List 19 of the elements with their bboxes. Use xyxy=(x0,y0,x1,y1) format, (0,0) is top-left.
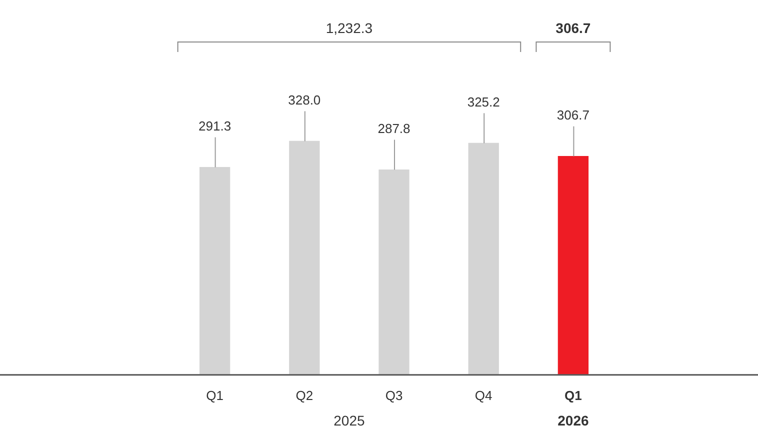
bar xyxy=(468,142,499,374)
data-label: 306.7 xyxy=(556,107,590,122)
text: 306.7 xyxy=(556,20,591,36)
x-tick-label: Q1 xyxy=(206,388,224,403)
x-tick-label: Q4 xyxy=(474,388,492,403)
data-label: 328.0 xyxy=(288,92,321,108)
data-label: 287.8 xyxy=(378,120,410,136)
text: 1,232.3 xyxy=(326,20,373,36)
bar xyxy=(378,169,410,374)
x-tick-label: Q3 xyxy=(385,388,403,403)
bar xyxy=(199,166,230,374)
text: 2025 xyxy=(334,412,365,428)
bar xyxy=(558,156,589,374)
x-tick-label: Q2 xyxy=(296,388,314,403)
data-label: 291.3 xyxy=(198,118,232,134)
data-label: 325.2 xyxy=(467,94,500,110)
text: 2026 xyxy=(558,412,589,428)
x-tick-label: Q1 xyxy=(564,388,582,403)
bar xyxy=(289,140,320,374)
